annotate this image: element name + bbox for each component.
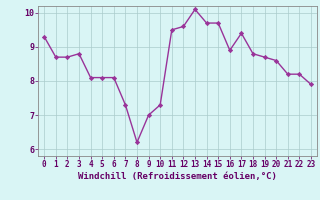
X-axis label: Windchill (Refroidissement éolien,°C): Windchill (Refroidissement éolien,°C)	[78, 172, 277, 181]
